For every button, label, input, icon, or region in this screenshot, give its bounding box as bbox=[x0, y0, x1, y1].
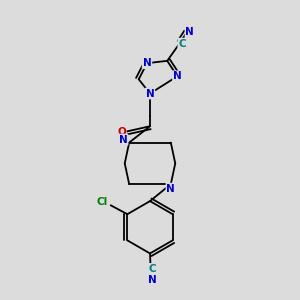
Text: N: N bbox=[148, 274, 157, 285]
Text: C: C bbox=[178, 39, 186, 49]
Text: N: N bbox=[185, 27, 194, 37]
Text: N: N bbox=[119, 135, 128, 145]
Text: N: N bbox=[173, 71, 182, 81]
Text: N: N bbox=[167, 184, 175, 194]
Text: Cl: Cl bbox=[97, 197, 108, 207]
Text: N: N bbox=[143, 58, 152, 68]
Text: N: N bbox=[146, 88, 154, 98]
Text: C: C bbox=[148, 264, 156, 274]
Text: O: O bbox=[117, 127, 126, 136]
